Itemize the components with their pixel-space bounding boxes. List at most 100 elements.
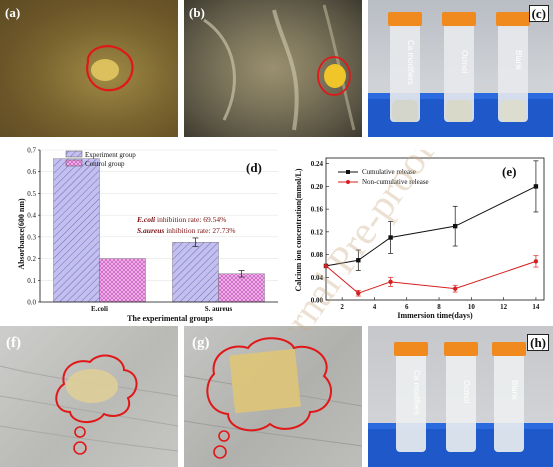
y-tick-label: 0.6 bbox=[27, 168, 36, 176]
y-tick-label: 0.2 bbox=[27, 255, 36, 263]
tube-label: Ca modifiers bbox=[406, 40, 415, 85]
bar-series bbox=[53, 158, 265, 303]
y-tick-label: 0.08 bbox=[311, 251, 324, 259]
panel-label-d: (d) bbox=[246, 160, 262, 175]
panel-g-photo: (g) bbox=[184, 326, 362, 467]
data-point bbox=[323, 263, 329, 269]
tube bbox=[492, 342, 526, 452]
panel-f-scene bbox=[0, 354, 178, 455]
data-point bbox=[388, 235, 393, 240]
data-point bbox=[452, 223, 458, 229]
legend-swatch-experiment bbox=[65, 150, 83, 158]
panel-label-e: (e) bbox=[502, 164, 516, 179]
annotation-saureus: S.aureus inhibition rate: 27.73% bbox=[137, 226, 236, 235]
x-tick-label: 8 bbox=[437, 303, 441, 311]
texture-streak bbox=[203, 18, 236, 121]
x-tick-label: E.coli bbox=[91, 305, 108, 313]
y-axis-title: Calcium ion concentration(mmol/L) bbox=[294, 168, 303, 291]
x-tick-label: 14 bbox=[532, 303, 540, 311]
thought-bubble-dot bbox=[213, 445, 227, 459]
tube-label: Ocmol bbox=[462, 380, 471, 403]
tube bbox=[442, 12, 476, 122]
panel-label-f: (f) bbox=[6, 335, 21, 351]
x-tick-label: 6 bbox=[405, 303, 409, 311]
sample-specimen bbox=[91, 59, 119, 81]
y-tick-label: 0.0 bbox=[27, 299, 36, 307]
line-series bbox=[323, 160, 539, 297]
y-tick-label: 0.1 bbox=[27, 277, 36, 285]
y-tick-label: 0.20 bbox=[311, 183, 324, 191]
legend-label-cumulative: Cumulative release bbox=[362, 168, 416, 176]
panel-label-h: (h) bbox=[527, 334, 549, 351]
texture-streak bbox=[272, 9, 299, 131]
legend-label-experiment: Experiment group bbox=[85, 151, 136, 159]
x-axis-title: Immersion time(days) bbox=[397, 311, 473, 320]
thought-bubble-dot bbox=[218, 430, 230, 442]
panel-e-line-chart: 0.00 0.04 0.08 0.12 0.16 0.20 0.24 2 4 6 8 10 12 14 C… bbox=[292, 142, 553, 324]
panel-b-scene bbox=[203, 4, 356, 131]
data-point bbox=[533, 259, 539, 264]
y-tick-label: 0.04 bbox=[311, 274, 324, 282]
x-tick-label: S. aureus bbox=[205, 305, 233, 313]
panel-label-b: (b) bbox=[189, 5, 205, 20]
tube-label: Blank bbox=[510, 380, 519, 401]
chart-axes bbox=[38, 149, 278, 303]
panel-label-g: (g) bbox=[192, 335, 210, 351]
legend-swatch-control bbox=[65, 159, 83, 167]
tube bbox=[394, 342, 428, 452]
data-point bbox=[533, 184, 539, 189]
y-tick-label: 0.16 bbox=[311, 206, 324, 214]
y-tick-label: 0.5 bbox=[27, 190, 36, 198]
x-axis-title: The experimental groups bbox=[127, 314, 213, 323]
texture-line bbox=[0, 425, 178, 452]
panel-c-scene: Ca modifiers Ocmol Blank bbox=[368, 12, 553, 137]
series-line bbox=[325, 185, 537, 267]
tube bbox=[388, 12, 422, 122]
texture-line bbox=[0, 395, 178, 427]
tube bbox=[496, 12, 530, 122]
panel-f-photo: (f) bbox=[0, 326, 178, 467]
panel-g-scene bbox=[184, 337, 362, 459]
y-tick-label: 0.12 bbox=[311, 228, 324, 236]
legend-marker-cumulative bbox=[346, 170, 350, 174]
panel-d-bar-chart: 0.0 0.1 0.2 0.3 0.4 0.5 0.6 0.7 E.coli S. aureus … bbox=[0, 142, 288, 324]
y-tick-label: 0.7 bbox=[27, 147, 36, 155]
y-tick-label: 0.00 bbox=[311, 297, 324, 305]
legend-label-control: Control group bbox=[85, 160, 125, 168]
plot-frame bbox=[325, 157, 545, 301]
texture-line bbox=[184, 420, 362, 447]
panel-c-photo: Ca modifiers Ocmol Blank (c) bbox=[368, 0, 553, 137]
x-tick-label: 10 bbox=[468, 303, 476, 311]
chart-legend: Experiment group Control group bbox=[65, 150, 136, 168]
bar bbox=[53, 158, 100, 303]
panel-label-a: (a) bbox=[5, 5, 21, 20]
line-chart: 0.00 0.04 0.08 0.12 0.16 0.20 0.24 2 4 6 8 10 12 14 C… bbox=[294, 157, 545, 320]
data-point bbox=[388, 279, 393, 285]
sample-specimen bbox=[66, 369, 118, 403]
panel-h-scene: Ca modifiers Ocmol Blank bbox=[368, 342, 553, 467]
tube-label: Blank bbox=[514, 50, 523, 71]
series-line bbox=[325, 260, 537, 294]
data-point bbox=[356, 258, 361, 263]
bar bbox=[172, 242, 219, 303]
panel-h-photo: Ca modifiers Ocmol Blank (h) bbox=[368, 326, 553, 467]
highlight-outline bbox=[317, 56, 351, 96]
bar bbox=[99, 258, 146, 303]
thought-bubble-dot bbox=[73, 441, 87, 455]
x-tick-label: 12 bbox=[500, 303, 508, 311]
y-tick-label: 0.3 bbox=[27, 233, 36, 241]
y-tick-label: 0.24 bbox=[311, 160, 324, 168]
sample-specimen bbox=[324, 64, 346, 88]
panel-b-photo: (b) bbox=[184, 0, 362, 137]
panel-a-scene bbox=[86, 45, 134, 92]
y-tick-label: 0.4 bbox=[27, 212, 36, 220]
annotation-ecoli: E.coli inhibition rate: 69.54% bbox=[136, 215, 226, 224]
thought-bubble-dot bbox=[74, 426, 86, 438]
y-axis-title: Absorbance(600 nm) bbox=[17, 198, 26, 270]
bar bbox=[218, 273, 265, 303]
highlight-outline bbox=[86, 45, 134, 92]
bar-chart: 0.00.10.20.30.40.50.60.7E.coli S. aureus … bbox=[17, 147, 278, 323]
legend-marker-noncumulative bbox=[346, 180, 350, 184]
sample-specimen bbox=[229, 348, 301, 414]
panel-a-photo: (a) bbox=[0, 0, 178, 137]
